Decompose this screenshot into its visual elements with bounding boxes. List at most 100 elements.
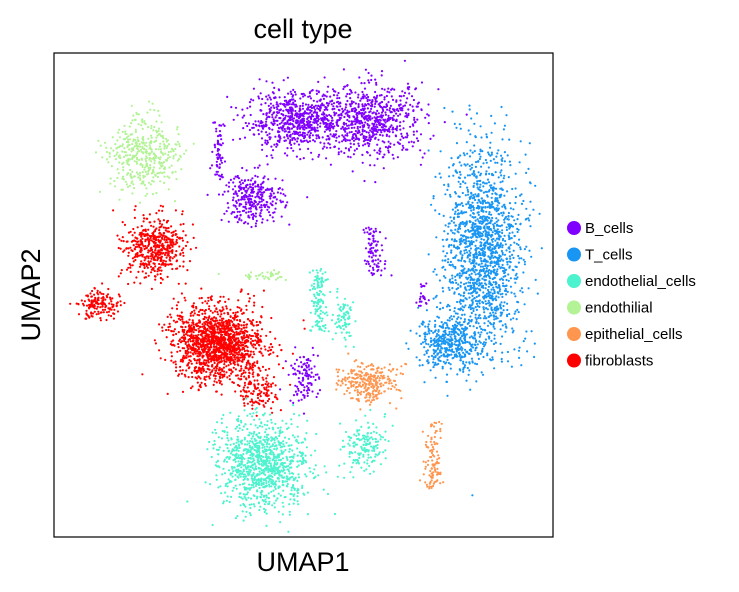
point <box>269 214 272 217</box>
point <box>500 249 503 253</box>
point <box>533 342 536 345</box>
point <box>228 500 231 504</box>
point <box>438 279 441 282</box>
point <box>243 198 246 201</box>
point <box>374 102 377 105</box>
point <box>481 347 484 350</box>
point <box>445 252 449 255</box>
point <box>426 360 429 363</box>
point <box>472 171 475 174</box>
point <box>479 244 482 247</box>
point <box>221 193 224 196</box>
point <box>356 127 359 130</box>
point <box>494 187 498 190</box>
point <box>361 103 364 106</box>
point <box>281 179 284 182</box>
point <box>250 437 253 440</box>
point <box>306 392 309 395</box>
point <box>286 126 289 129</box>
point <box>263 479 266 482</box>
point <box>236 176 239 179</box>
point <box>306 133 309 136</box>
point <box>309 116 312 120</box>
point <box>218 163 221 166</box>
point <box>304 374 307 377</box>
point <box>456 156 459 160</box>
point <box>481 217 484 220</box>
point <box>285 441 288 444</box>
point <box>254 185 257 188</box>
point <box>324 108 328 111</box>
point <box>438 351 442 354</box>
point <box>506 350 509 354</box>
point <box>234 175 237 178</box>
point <box>311 346 314 349</box>
point <box>376 240 379 243</box>
point <box>503 234 506 237</box>
point <box>471 163 474 166</box>
point <box>454 353 458 356</box>
point <box>375 264 378 267</box>
point <box>359 119 363 123</box>
point <box>472 309 475 313</box>
point <box>344 134 347 137</box>
point <box>454 312 457 315</box>
point <box>488 213 491 216</box>
point <box>336 94 339 97</box>
point <box>283 103 286 106</box>
point <box>296 140 299 143</box>
point <box>285 456 289 460</box>
point <box>359 122 362 125</box>
point <box>361 107 364 110</box>
point <box>268 477 272 480</box>
point <box>471 294 474 297</box>
point <box>374 230 378 233</box>
point <box>486 206 489 209</box>
point <box>475 239 478 242</box>
point <box>379 119 382 122</box>
point <box>494 341 497 344</box>
point <box>321 272 324 275</box>
point <box>490 307 493 310</box>
point <box>399 113 402 116</box>
point <box>374 254 377 257</box>
point <box>275 480 278 483</box>
point <box>493 318 496 321</box>
point <box>459 243 462 246</box>
point <box>487 274 490 277</box>
point <box>208 440 211 444</box>
point <box>482 291 485 294</box>
point <box>449 216 452 219</box>
point <box>523 263 527 266</box>
point <box>243 436 246 439</box>
point <box>444 350 447 353</box>
point <box>337 114 340 117</box>
point <box>445 361 448 364</box>
point <box>493 271 496 274</box>
point <box>296 460 299 463</box>
point <box>255 219 258 222</box>
point <box>419 292 423 295</box>
point <box>376 109 379 112</box>
point <box>263 450 266 453</box>
point <box>384 145 387 149</box>
point <box>287 530 290 533</box>
point <box>268 459 271 462</box>
point <box>298 148 302 151</box>
point <box>456 348 459 351</box>
point <box>386 146 390 149</box>
point <box>266 139 269 142</box>
point <box>239 504 242 507</box>
point <box>306 196 309 199</box>
point <box>341 110 344 113</box>
point <box>347 127 350 130</box>
point <box>415 332 418 335</box>
point <box>462 300 465 303</box>
point <box>271 81 274 84</box>
point <box>493 122 496 125</box>
point <box>447 342 450 345</box>
point <box>357 129 360 132</box>
point <box>329 146 332 149</box>
point <box>432 358 435 361</box>
point <box>273 506 276 509</box>
